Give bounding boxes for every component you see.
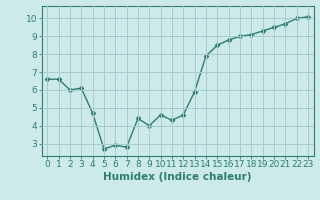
X-axis label: Humidex (Indice chaleur): Humidex (Indice chaleur)	[103, 172, 252, 182]
